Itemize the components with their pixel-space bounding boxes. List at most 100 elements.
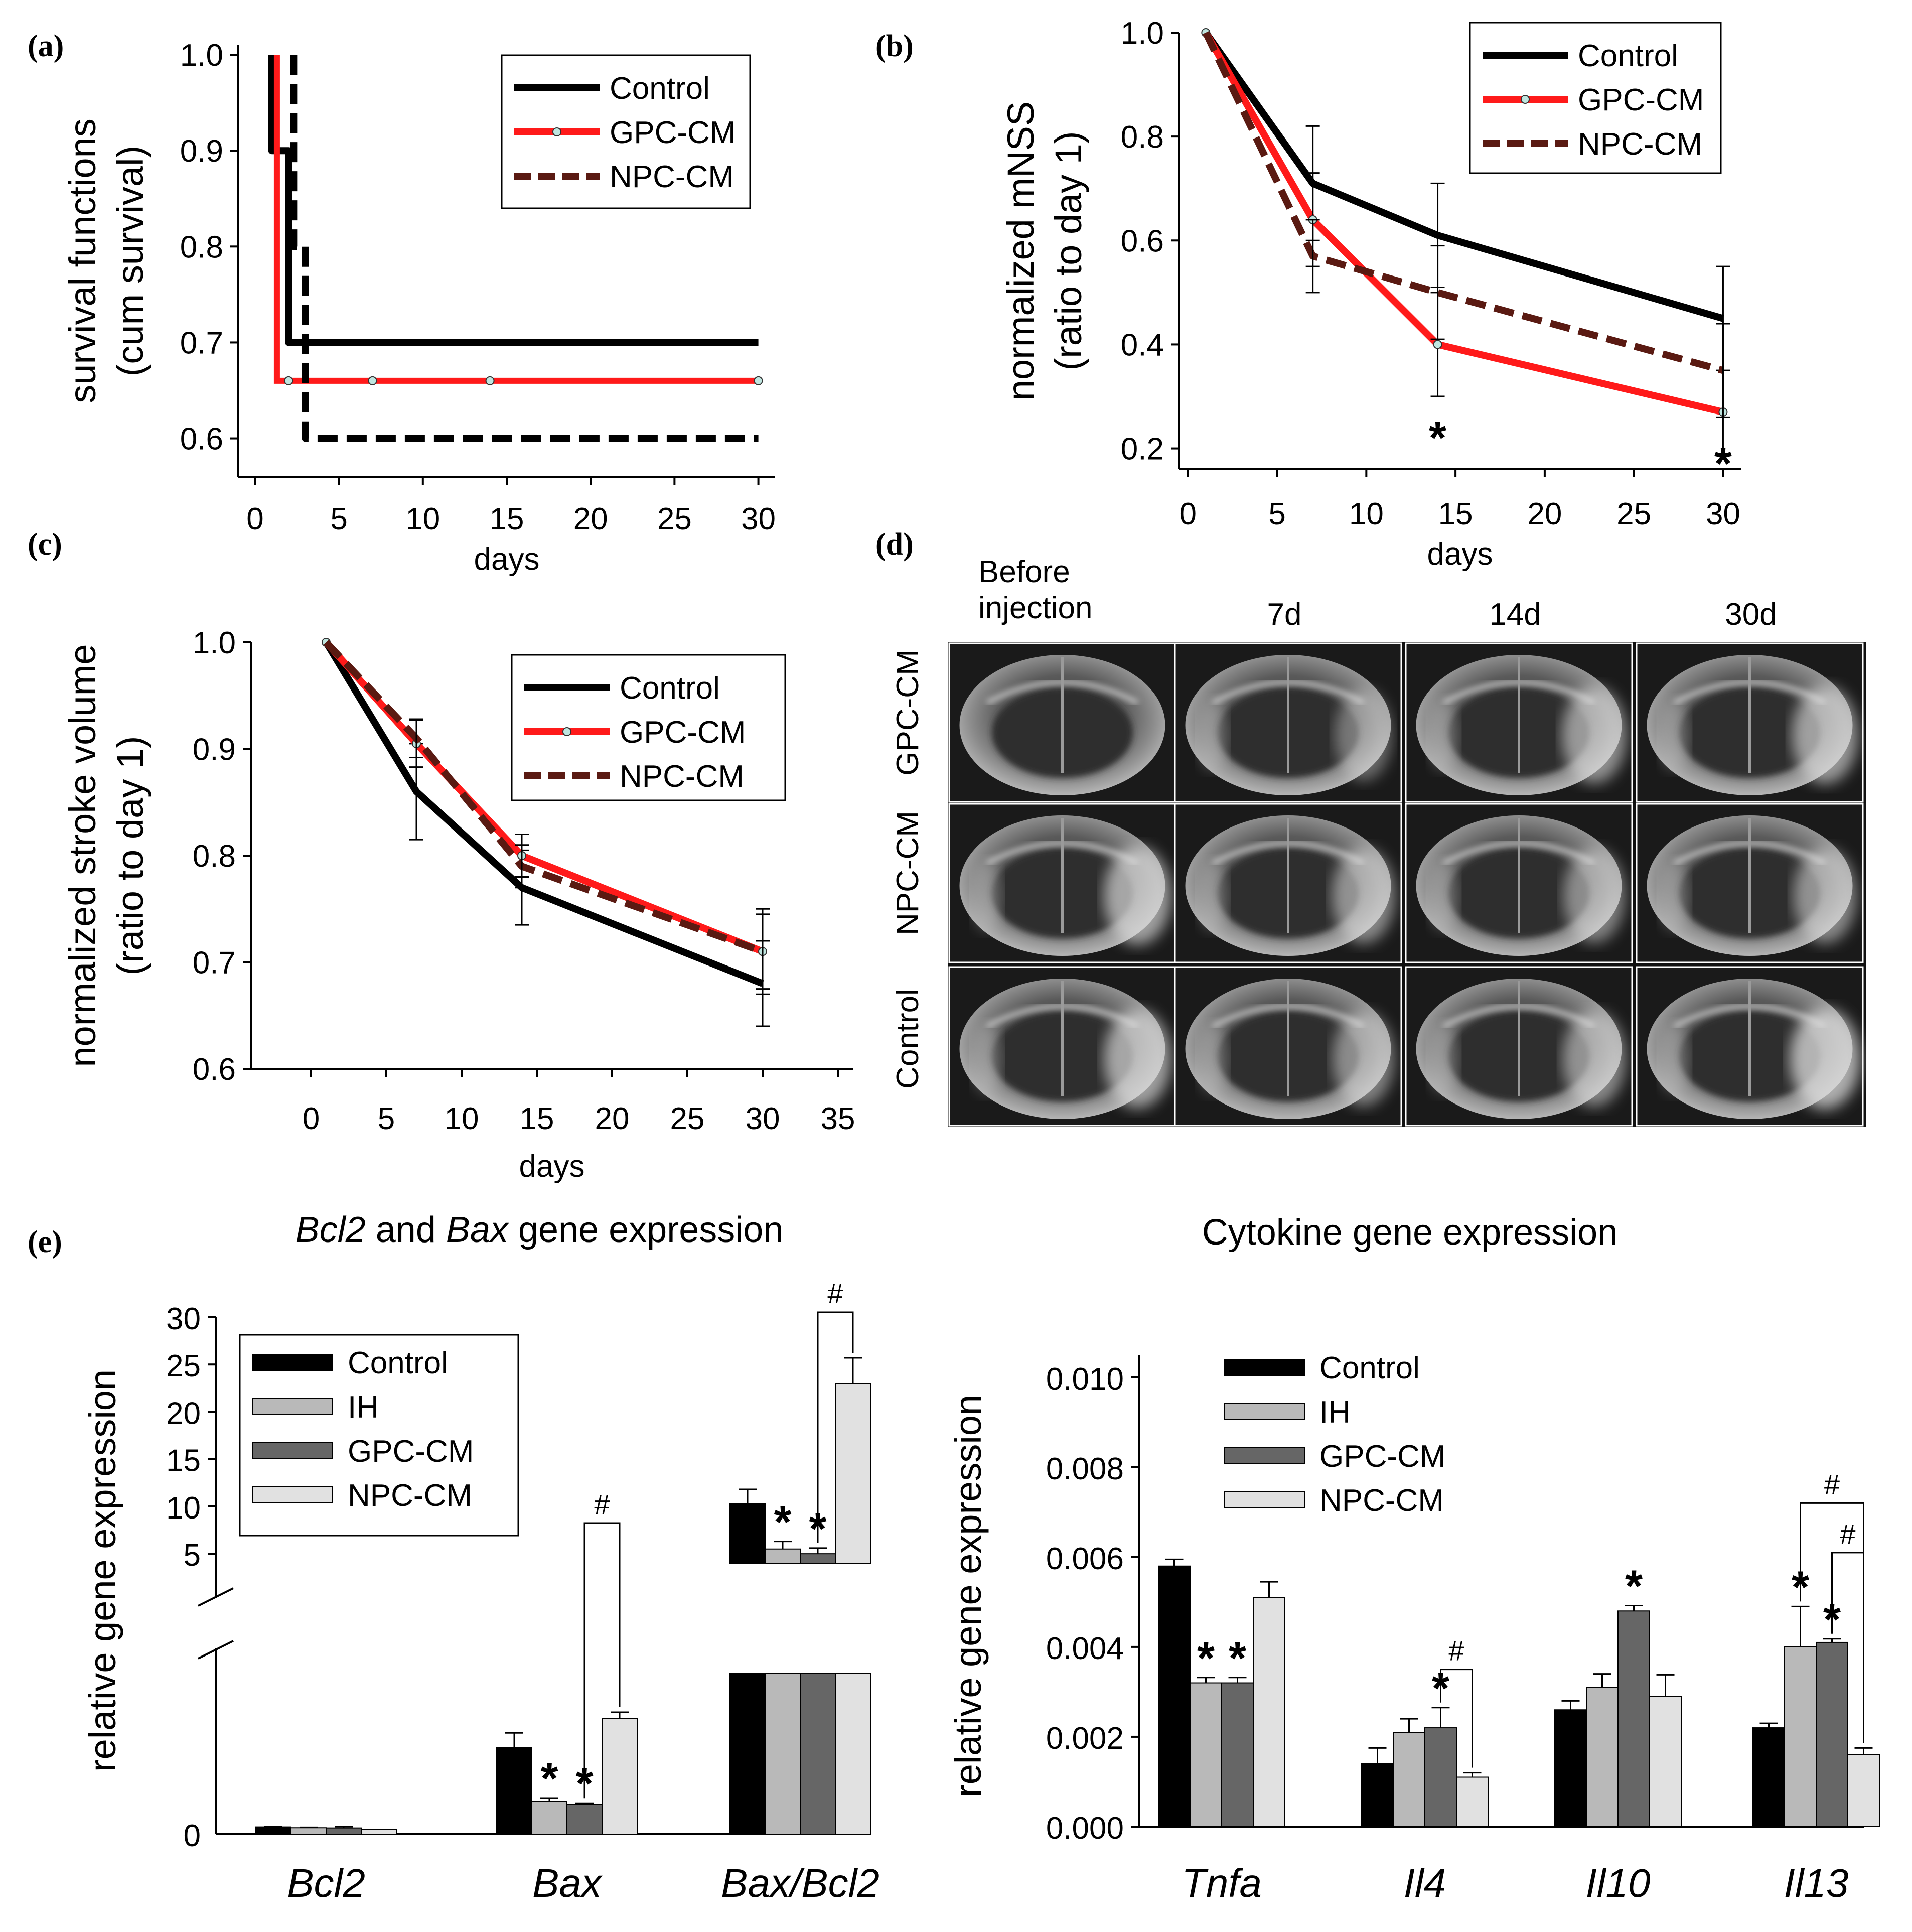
bcl2-bax-bar-chart: Bcl2 and Bax gene expression relative gen… bbox=[82, 1210, 879, 1905]
category-label: Bax/Bcl2 bbox=[721, 1861, 879, 1905]
legend-label-ih: IH bbox=[348, 1390, 379, 1425]
y-axis-label: relative gene expression bbox=[82, 1369, 123, 1772]
y-tick-label: 30 bbox=[166, 1302, 201, 1336]
x-tick-label: 5 bbox=[330, 502, 347, 536]
legend-swatch-ih bbox=[1224, 1403, 1305, 1420]
series-line-control bbox=[268, 55, 759, 346]
legend-label-npc: NPC-CM bbox=[348, 1478, 472, 1513]
significance-star: * bbox=[1714, 439, 1732, 489]
y-tick-label: 25 bbox=[166, 1349, 201, 1384]
lesion bbox=[1428, 1024, 1459, 1094]
category-label: Bcl2 bbox=[287, 1861, 365, 1905]
bar bbox=[1816, 1641, 1848, 1827]
legend-marker bbox=[552, 127, 561, 136]
y-tick-label: 0.2 bbox=[1121, 432, 1164, 467]
x-tick-label: 20 bbox=[1527, 497, 1562, 531]
series-line-npc bbox=[290, 55, 759, 442]
mri-col-before-line2: injection bbox=[978, 591, 1092, 625]
significance-hash: # bbox=[1840, 1518, 1855, 1550]
bar bbox=[1221, 1682, 1254, 1828]
bar bbox=[1393, 1732, 1425, 1827]
lesion bbox=[1659, 861, 1690, 931]
significance-star: * bbox=[1229, 1633, 1246, 1684]
x-tick-label: 5 bbox=[378, 1101, 395, 1136]
lesion bbox=[1792, 686, 1858, 784]
y-axis-label: survival functions bbox=[62, 118, 103, 403]
bar bbox=[1847, 1754, 1880, 1828]
legend-swatch-npc bbox=[252, 1486, 333, 1503]
stroke-volume-chart: 0.6 0.7 0.8 0.9 1.0 0 5 10 15 20 25 30 35 days normali… bbox=[62, 626, 855, 1184]
y-tick-label: 0.7 bbox=[180, 326, 223, 360]
significance-hash: # bbox=[827, 1278, 843, 1309]
survival-chart: 0.6 0.7 0.8 0.9 1.0 0 5 10 15 20 25 30 days survival … bbox=[62, 38, 776, 577]
lesion bbox=[1333, 1012, 1394, 1106]
bar bbox=[1586, 1687, 1619, 1827]
mri-row-control: Control bbox=[891, 989, 925, 1089]
bar-lower-segment bbox=[765, 1673, 801, 1835]
mri-panel: Before injection 7d 14d 30d GPC-CM NPC-C… bbox=[891, 555, 1866, 1127]
x-axis-label: days bbox=[1427, 537, 1493, 572]
legend-label-gpc: GPC-CM bbox=[620, 715, 746, 750]
lesion bbox=[1790, 1009, 1860, 1109]
y-tick-label: 0.6 bbox=[180, 422, 223, 457]
legend-label-control: Control bbox=[1319, 1351, 1420, 1386]
mri-row-gpc: GPC-CM bbox=[891, 649, 925, 775]
bar bbox=[1617, 1610, 1650, 1827]
series-line-gpc bbox=[1203, 31, 1724, 416]
x-axis-label: days bbox=[519, 1149, 585, 1184]
y-tick-label: 10 bbox=[166, 1491, 201, 1526]
mnss-chart: 0.2 0.4 0.6 0.8 1.0 0 5 10 15 20 25 30 days normalize… bbox=[1000, 16, 1741, 572]
bar bbox=[729, 1503, 766, 1564]
category-label: Bax bbox=[532, 1861, 603, 1905]
data-point bbox=[368, 376, 377, 385]
bar bbox=[1456, 1776, 1489, 1828]
panel-label-d: (d) bbox=[875, 527, 914, 562]
category-label: Il4 bbox=[1404, 1861, 1446, 1905]
lesion bbox=[1563, 1011, 1626, 1107]
legend-label-control: Control bbox=[620, 671, 720, 706]
series-line-control bbox=[1203, 30, 1724, 322]
legend-swatch-control bbox=[252, 1354, 333, 1371]
mri-col-14d: 14d bbox=[1489, 597, 1541, 632]
legend-label-gpc: GPC-CM bbox=[610, 115, 736, 150]
lesion bbox=[1198, 700, 1228, 770]
bar bbox=[361, 1829, 397, 1835]
significance-hash: # bbox=[1824, 1468, 1840, 1500]
bar bbox=[765, 1548, 801, 1564]
x-tick-label: 10 bbox=[405, 502, 440, 536]
bar bbox=[602, 1718, 638, 1835]
mri-col-7d: 7d bbox=[1267, 597, 1302, 632]
x-tick-label: 25 bbox=[670, 1101, 705, 1136]
lesion bbox=[1562, 687, 1627, 783]
cytokine-bar-chart: Cytokine gene expression relative gene ex… bbox=[947, 1212, 1880, 1905]
y-tick-label: 0.7 bbox=[193, 946, 236, 981]
lesion bbox=[1335, 689, 1392, 781]
x-tick-label: 30 bbox=[741, 502, 776, 536]
axis-break-mark bbox=[198, 1640, 234, 1660]
y-axis-label: normalized mNSS bbox=[1000, 101, 1042, 400]
lesion bbox=[1563, 849, 1625, 943]
significance-star: * bbox=[774, 1497, 791, 1548]
bar bbox=[1649, 1696, 1682, 1827]
series-line-control bbox=[323, 640, 764, 987]
data-point bbox=[754, 376, 763, 385]
y-tick-label: 0.000 bbox=[1046, 1811, 1124, 1846]
lesion bbox=[1198, 861, 1228, 931]
bar-lower-segment bbox=[729, 1673, 766, 1835]
chart-title: Bcl2 and Bax gene expression bbox=[296, 1210, 784, 1250]
significance-star: * bbox=[540, 1754, 558, 1804]
y-tick-label: 0.002 bbox=[1046, 1721, 1124, 1756]
bar bbox=[531, 1801, 567, 1835]
x-tick-label: 20 bbox=[573, 502, 608, 536]
bar bbox=[1784, 1646, 1817, 1828]
lesion bbox=[1659, 700, 1690, 770]
significance-star: * bbox=[1429, 413, 1446, 463]
y-tick-label: 1.0 bbox=[180, 38, 223, 73]
x-tick-label: 15 bbox=[520, 1101, 554, 1136]
bar bbox=[290, 1827, 327, 1835]
panel-label-b: (b) bbox=[875, 29, 914, 63]
mri-row-npc: NPC-CM bbox=[891, 811, 925, 935]
legend-swatch-gpc bbox=[252, 1442, 333, 1459]
significance-bracket bbox=[1440, 1669, 1473, 1768]
series-line-gpc bbox=[274, 55, 759, 383]
